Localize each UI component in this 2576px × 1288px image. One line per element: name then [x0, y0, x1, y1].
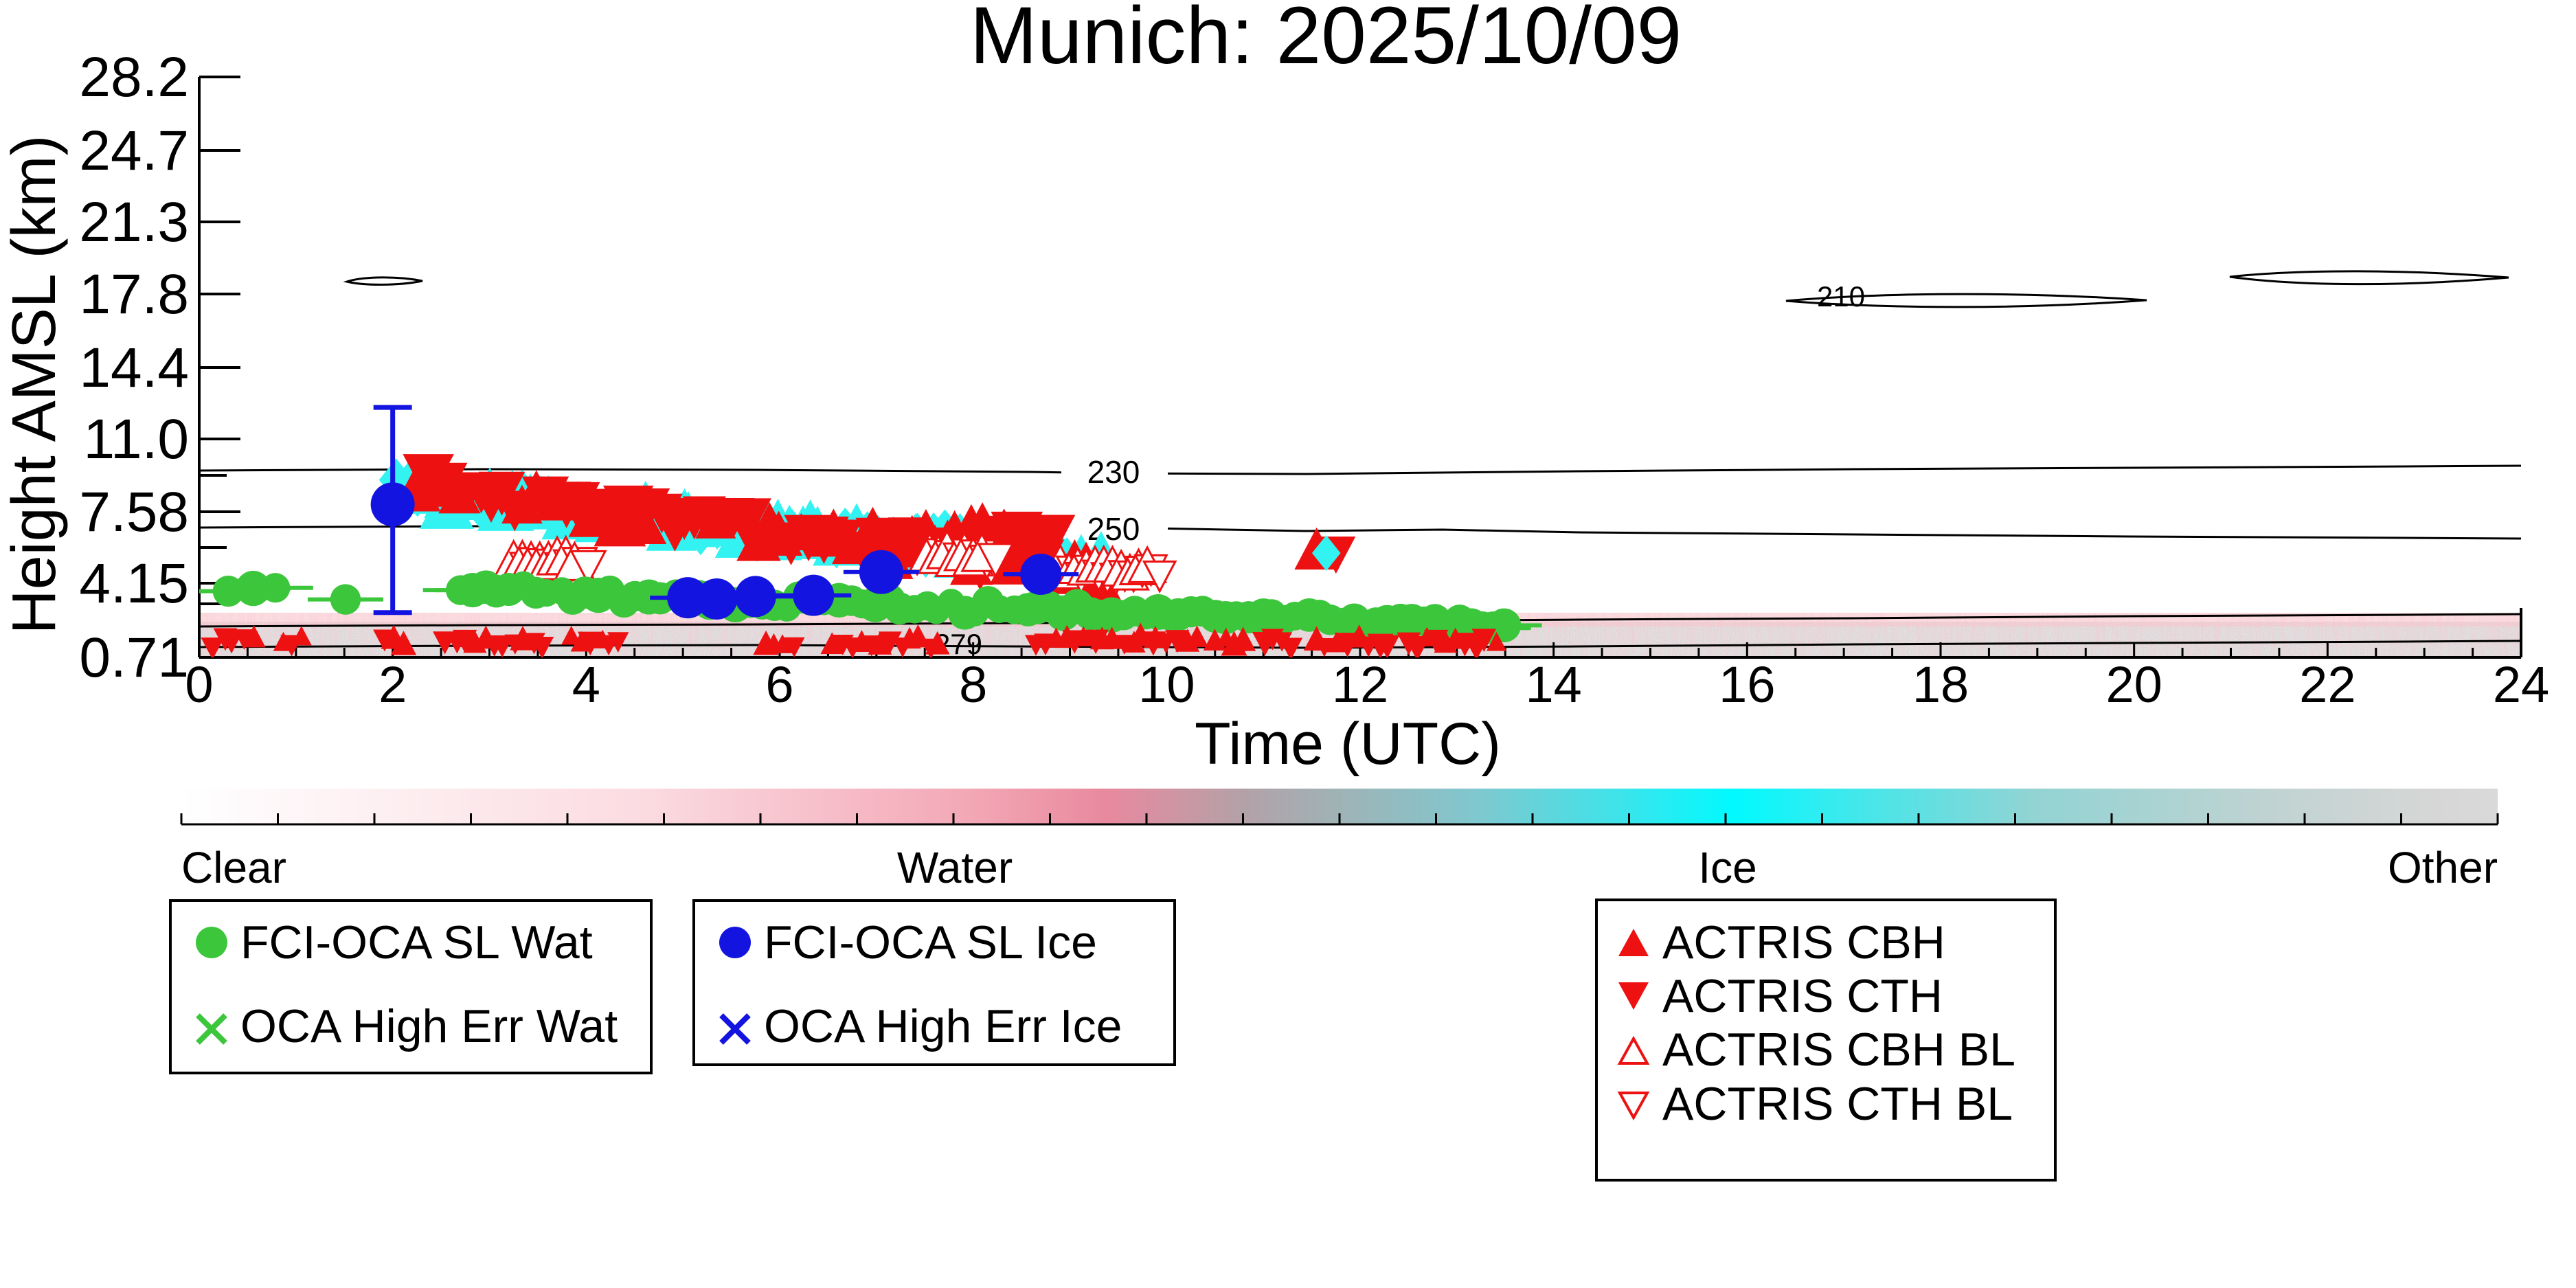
svg-text:14: 14 [1526, 656, 1582, 713]
svg-text:4.15: 4.15 [79, 552, 189, 615]
svg-text:16: 16 [1719, 656, 1775, 713]
svg-text:FCI-OCA SL Wat: FCI-OCA SL Wat [240, 916, 593, 969]
svg-text:0.71: 0.71 [79, 626, 189, 689]
svg-text:18: 18 [1912, 656, 1969, 713]
svg-text:2: 2 [379, 656, 407, 713]
svg-text:Munich: 2025/10/09: Munich: 2025/10/09 [970, 0, 1682, 81]
svg-text:8: 8 [959, 656, 987, 713]
svg-text:210: 210 [1817, 280, 1865, 313]
svg-text:0: 0 [185, 656, 213, 713]
svg-text:ACTRIS CTH BL: ACTRIS CTH BL [1662, 1078, 2013, 1130]
svg-text:ACTRIS CTH: ACTRIS CTH [1662, 970, 1943, 1022]
svg-text:4: 4 [572, 656, 600, 713]
svg-text:24.7: 24.7 [79, 120, 189, 182]
svg-text:Time (UTC): Time (UTC) [1195, 711, 1501, 777]
svg-text:17.8: 17.8 [79, 263, 189, 326]
svg-text:12: 12 [1332, 656, 1388, 713]
svg-text:230: 230 [1087, 454, 1140, 490]
svg-text:7.58: 7.58 [79, 481, 189, 543]
svg-text:24: 24 [2493, 656, 2549, 713]
svg-text:ACTRIS CBH BL: ACTRIS CBH BL [1662, 1024, 2015, 1076]
svg-text:OCA High Err Ice: OCA High Err Ice [764, 1000, 1122, 1052]
svg-text:28.2: 28.2 [79, 46, 189, 109]
svg-text:Height AMSL (km): Height AMSL (km) [0, 135, 69, 635]
svg-text:Other: Other [2388, 843, 2498, 892]
svg-text:14.4: 14.4 [79, 337, 189, 399]
svg-text:ACTRIS CBH: ACTRIS CBH [1662, 916, 1945, 969]
svg-text:Ice: Ice [1698, 843, 1756, 892]
svg-text:Clear: Clear [181, 843, 286, 892]
svg-text:20: 20 [2106, 656, 2162, 713]
svg-text:22: 22 [2299, 656, 2355, 713]
svg-text:11.0: 11.0 [83, 408, 189, 471]
svg-text:FCI-OCA SL Ice: FCI-OCA SL Ice [764, 916, 1097, 969]
svg-text:Water: Water [897, 843, 1013, 892]
svg-text:250: 250 [1087, 511, 1140, 547]
svg-text:21.3: 21.3 [79, 191, 189, 253]
svg-text:OCA High Err Wat: OCA High Err Wat [240, 1000, 618, 1052]
svg-text:10: 10 [1138, 656, 1195, 713]
svg-text:6: 6 [765, 656, 793, 713]
